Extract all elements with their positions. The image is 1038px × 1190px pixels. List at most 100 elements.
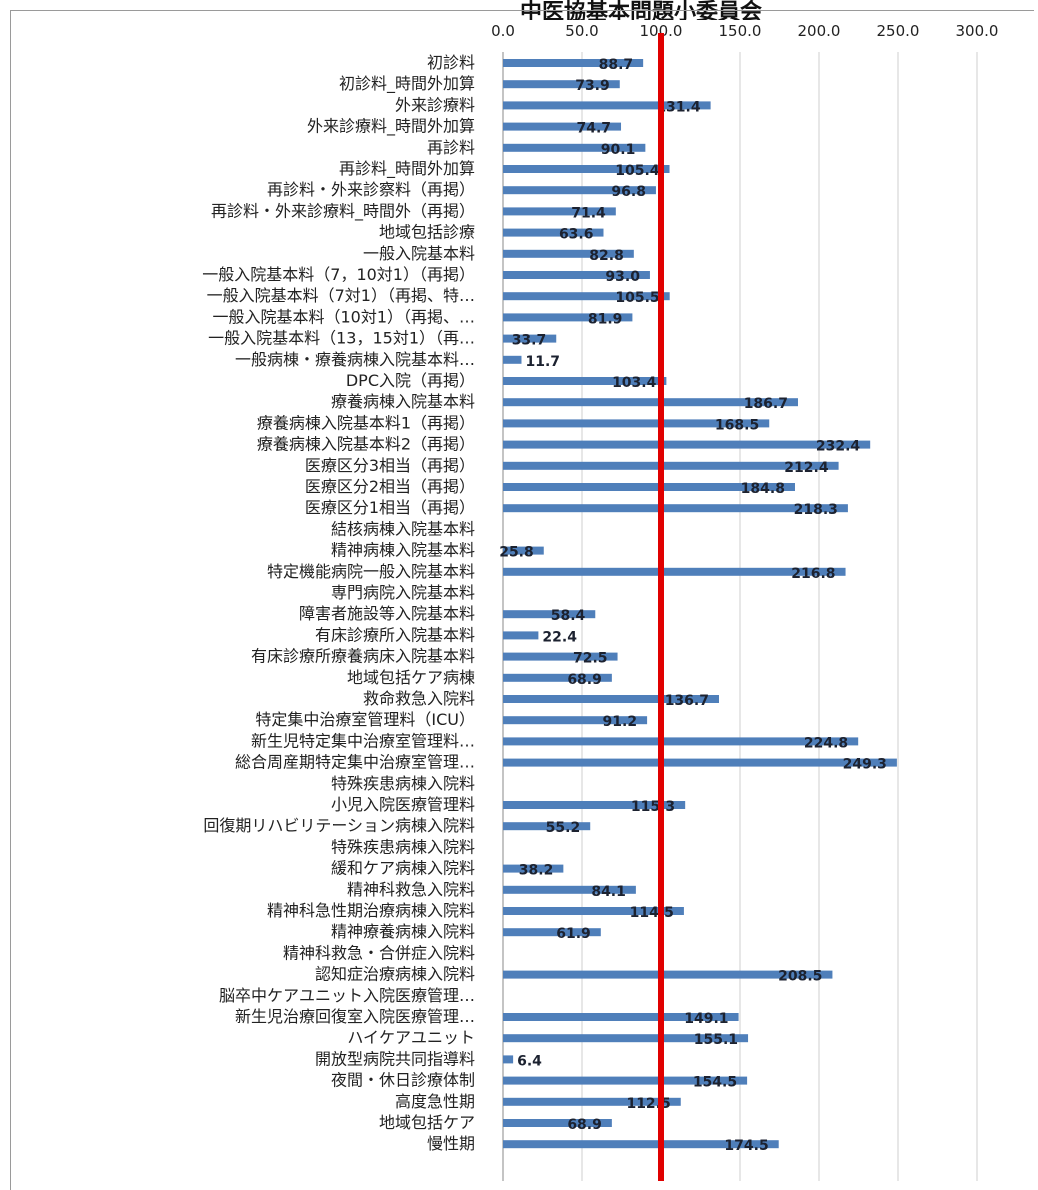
data-label: 11.7	[525, 354, 560, 370]
category-label: 療養病棟入院基本料	[331, 392, 475, 411]
category-label: 回復期リハビリテーション病棟入院料	[203, 816, 475, 835]
category-label: 精神科急性期治療病棟入院料	[267, 901, 475, 920]
bar	[503, 101, 711, 110]
bar	[503, 186, 656, 195]
category-label: 一般入院基本料（7，10対1）（再掲）	[202, 265, 475, 284]
data-label: 90.1	[601, 142, 636, 158]
bar	[503, 546, 544, 555]
bar	[503, 567, 846, 576]
data-label: 55.2	[546, 820, 581, 836]
data-label: 38.2	[519, 863, 554, 879]
bar	[503, 143, 646, 152]
bar	[503, 440, 871, 449]
x-tick-label: 100.0	[640, 22, 683, 40]
data-label: 88.7	[599, 57, 634, 73]
data-label: 96.8	[611, 184, 646, 200]
bar	[503, 355, 522, 364]
category-label: 一般病棟・療養病棟入院基本料…	[235, 350, 475, 369]
data-label: 224.8	[804, 735, 848, 751]
data-label: 112.5	[626, 1096, 670, 1112]
category-label: 障害者施設等入院基本料	[299, 604, 475, 623]
category-label: 特殊疾患病棟入院料	[331, 837, 475, 856]
x-tick-label: 200.0	[798, 22, 841, 40]
category-label: 有床診療所入院基本料	[315, 625, 475, 644]
data-label: 68.9	[567, 1117, 602, 1133]
category-label: 再診料_時間外加算	[339, 159, 475, 179]
data-label: 216.8	[791, 566, 835, 582]
bar	[503, 398, 798, 407]
category-label: 再診料・外来診察料（再掲）	[267, 180, 475, 199]
bar	[503, 822, 591, 831]
data-label: 115.3	[631, 799, 675, 815]
data-label: 22.4	[542, 629, 577, 645]
bar	[503, 504, 848, 513]
category-label: 一般入院基本料（10対1）（再掲、…	[212, 307, 475, 326]
bar	[503, 165, 670, 173]
category-label: 緩和ケア病棟入院料	[331, 859, 475, 878]
category-label: 再診料・外来診療料_時間外（再掲）	[211, 201, 475, 221]
category-label: 救命救急入院料	[363, 689, 475, 708]
bar	[503, 1140, 779, 1149]
bar	[503, 695, 719, 703]
category-label: 結核病棟入院基本料	[331, 519, 475, 538]
category-label: 開放型病院共同指導料	[315, 1049, 475, 1068]
bar	[503, 610, 596, 619]
category-label: 特定機能病院一般入院基本料	[267, 562, 475, 581]
category-label: 外来診療料_時間外加算	[307, 117, 475, 137]
bar	[503, 313, 633, 322]
data-label: 218.3	[794, 502, 838, 518]
category-label: 特定集中治療室管理料（ICU）	[255, 710, 475, 729]
data-label: 73.9	[575, 78, 610, 94]
bar	[503, 758, 897, 767]
bar	[503, 59, 644, 67]
category-label: 特殊疾患病棟入院料	[331, 774, 475, 793]
bar	[503, 864, 564, 873]
category-label: 一般入院基本料（13，15対1）（再…	[208, 329, 475, 348]
x-tick-label: 250.0	[877, 22, 920, 40]
bar	[503, 907, 684, 915]
data-label: 91.2	[603, 714, 638, 730]
bar	[503, 1097, 681, 1106]
category-label: DPC入院（再掲）	[346, 371, 475, 390]
bar	[503, 122, 622, 131]
x-tick-label: 300.0	[956, 22, 999, 40]
bar	[503, 885, 636, 894]
bar	[503, 1013, 739, 1021]
category-label: 医療区分1相当（再掲）	[305, 498, 475, 517]
category-label: 初診料	[427, 53, 475, 72]
data-label: 61.9	[556, 926, 591, 942]
x-tick-label: 150.0	[719, 22, 762, 40]
data-label: 58.4	[551, 608, 586, 624]
category-label: 小児入院医療管理料	[331, 795, 475, 814]
bar	[503, 80, 620, 89]
bar	[503, 249, 634, 258]
category-label: 脳卒中ケアユニット入院医療管理…	[219, 986, 475, 1005]
data-label: 6.4	[517, 1053, 542, 1069]
category-label: 医療区分2相当（再掲）	[305, 477, 475, 496]
category-label: 初診料_時間外加算	[339, 74, 475, 94]
chart-frame	[10, 10, 1034, 1190]
category-label: 慢性期	[427, 1134, 475, 1153]
data-label: 149.1	[684, 1011, 728, 1027]
data-label: 82.8	[589, 248, 624, 264]
data-label: 105.4	[615, 163, 660, 179]
category-label: 有床診療所療養病床入院基本料	[251, 647, 475, 666]
bar	[503, 292, 670, 301]
category-label: 地域包括診療	[379, 223, 475, 242]
data-label: 136.7	[665, 693, 709, 709]
data-label: 155.1	[694, 1032, 738, 1048]
category-label: 療養病棟入院基本料1（再掲）	[257, 413, 475, 432]
category-label: 精神科救急入院料	[347, 880, 475, 899]
data-label: 212.4	[784, 460, 829, 476]
bar	[503, 419, 770, 428]
data-label: 249.3	[843, 757, 887, 773]
data-label: 63.6	[559, 227, 594, 243]
category-label: 療養病棟入院基本料2（再掲）	[257, 435, 475, 454]
category-label: 精神病棟入院基本料	[331, 541, 475, 560]
category-label: 認知症治療病棟入院料	[315, 965, 475, 984]
data-label: 71.4	[571, 205, 606, 221]
bar	[503, 631, 539, 640]
category-label: 高度急性期	[395, 1092, 475, 1111]
data-label: 208.5	[778, 969, 822, 985]
